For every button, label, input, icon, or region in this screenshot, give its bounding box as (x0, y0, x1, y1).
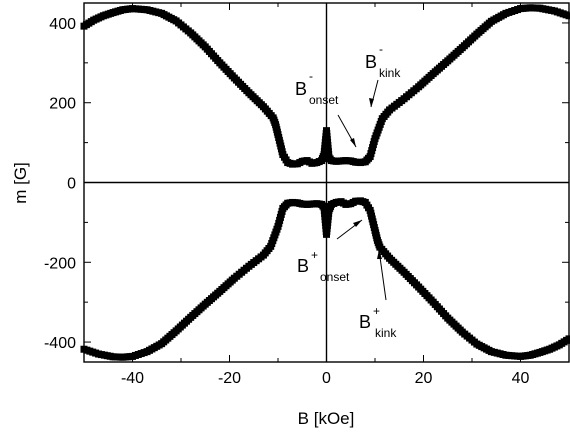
annotation-b-plus-kink-sup: + (373, 304, 380, 318)
x-tick-label: 40 (512, 370, 530, 387)
data-markers (80, 4, 570, 361)
annotation-b-plus-onset: B + onset (297, 248, 350, 284)
annotation-arrows (336, 79, 387, 301)
annotation-b-plus-kink-main: B (359, 312, 371, 332)
y-tick-label: -400 (44, 335, 76, 352)
annotation-b-minus-kink-main: B (365, 52, 377, 72)
annotation-b-plus-onset-sub: onset (320, 270, 350, 284)
y-tick-label: 400 (49, 16, 76, 33)
arrowhead-b-minus-kink (369, 98, 374, 107)
annotation-b-minus-onset: B - onset (295, 69, 339, 107)
annotation-b-minus-kink: B - kink (365, 42, 401, 80)
x-tick-label: 0 (322, 370, 331, 387)
annotation-b-plus-kink: B + kink (359, 304, 397, 340)
y-axis-title: m [G] (11, 162, 30, 204)
x-tick-label: 20 (415, 370, 433, 387)
arrowhead-b-plus-onset (353, 220, 362, 227)
arrowhead-b-minus-onset (350, 138, 356, 147)
y-tick-label: 0 (67, 176, 76, 193)
zero-lines (84, 3, 569, 362)
annotation-b-minus-onset-sup: - (309, 69, 313, 83)
data-point (565, 12, 570, 20)
annotation-b-minus-onset-sub: onset (309, 93, 339, 107)
x-tick-label: -40 (121, 370, 144, 387)
arrowhead-b-plus-kink (377, 250, 382, 259)
series-lower-branch (80, 197, 570, 361)
data-point (565, 335, 570, 343)
y-tick-label: -200 (44, 255, 76, 272)
series-upper-branch (80, 4, 570, 168)
x-axis-title: B [kOe] (298, 409, 355, 428)
annotation-b-minus-kink-sup: - (379, 42, 383, 56)
annotation-b-plus-onset-sup: + (311, 248, 318, 262)
annotation-b-minus-onset-main: B (295, 79, 307, 99)
annotation-b-plus-onset-main: B (297, 256, 309, 276)
annotation-b-plus-kink-sub: kink (375, 326, 397, 340)
y-tick-label: 200 (49, 96, 76, 113)
annotation-b-minus-kink-sub: kink (379, 66, 401, 80)
x-tick-label: -20 (218, 370, 241, 387)
